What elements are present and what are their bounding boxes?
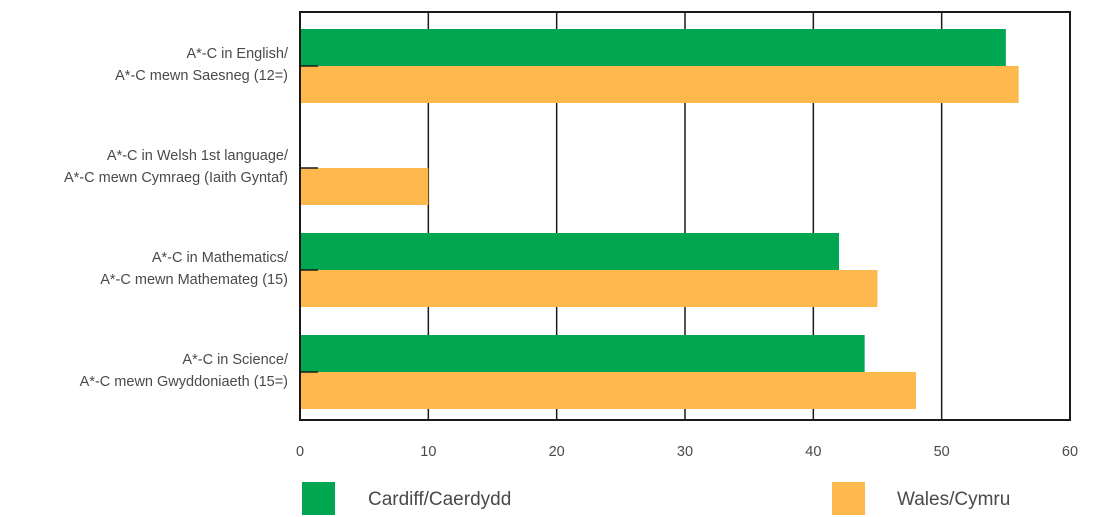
category-label-1-line-1: A*-C in Welsh 1st language/ <box>107 148 289 164</box>
x-tick-label-10: 10 <box>420 444 436 460</box>
category-label-3-line-1: A*-C in Science/ <box>182 352 289 368</box>
bar-wales-3 <box>300 372 916 409</box>
legend-label-wales: Wales/Cymru <box>897 489 1010 510</box>
bar-wales-0 <box>300 66 1019 103</box>
category-labels: A*-C in English/A*-C mewn Saesneg (12=) A… <box>64 46 289 390</box>
legend-swatch-wales <box>832 482 865 515</box>
legend-label-cardiff: Cardiff/Caerdydd <box>368 489 511 510</box>
category-label-2-line-1: A*-C in Mathematics/ <box>152 250 289 266</box>
category-label-2-line-2: A*-C mewn Mathemateg (15) <box>100 272 288 288</box>
bar-wales-1 <box>300 168 429 205</box>
legend: Cardiff/Caerdydd Wales/Cymru <box>302 482 1010 515</box>
bars <box>300 29 1019 409</box>
category-label-3-line-2: A*-C mewn Gwyddoniaeth (15=) <box>80 374 288 390</box>
category-label-0-line-2: A*-C mewn Saesneg (12=) <box>115 68 288 84</box>
x-tick-label-20: 20 <box>549 444 565 460</box>
x-tick-label-60: 60 <box>1062 444 1078 460</box>
x-tick-label-30: 30 <box>677 444 693 460</box>
x-tick-label-40: 40 <box>805 444 821 460</box>
bar-cardiff-2 <box>300 233 839 270</box>
x-tick-labels: 0 10 20 30 40 50 60 <box>296 444 1078 460</box>
category-label-0-line-1: A*-C in English/ <box>186 46 289 62</box>
plot-frame <box>299 11 1071 421</box>
category-label-1-line-2: A*-C mewn Cymraeg (Iaith Gyntaf) <box>64 170 288 186</box>
x-tick-label-50: 50 <box>934 444 950 460</box>
bar-cardiff-3 <box>300 335 865 372</box>
x-tick-label-0: 0 <box>296 444 304 460</box>
bar-wales-2 <box>300 270 878 307</box>
bar-cardiff-0 <box>300 29 1006 66</box>
legend-swatch-cardiff <box>302 482 335 515</box>
